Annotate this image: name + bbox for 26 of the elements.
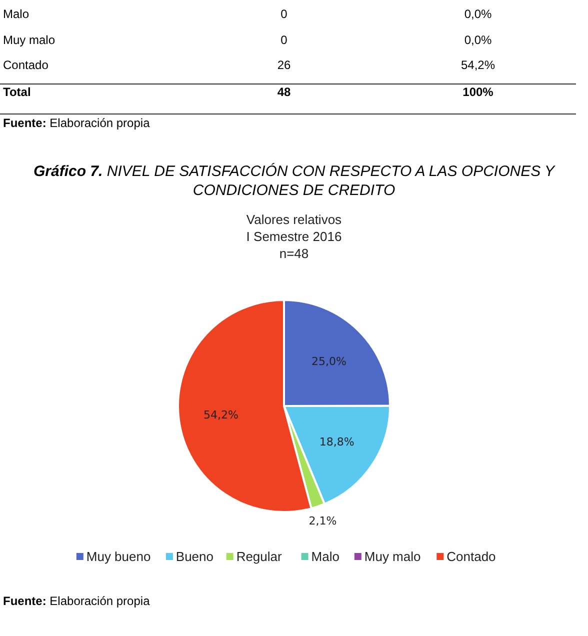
text: Muy malo <box>3 33 56 47</box>
data-label: 25,0% <box>311 354 346 368</box>
text: 26 <box>277 58 291 72</box>
data-label: 54,2% <box>203 408 238 422</box>
legend-label: Malo <box>311 549 340 564</box>
text: 48 <box>277 85 291 99</box>
text: Contado <box>3 58 49 72</box>
text: Malo <box>3 7 30 21</box>
chart-title: Gráfico 7. NIVEL DE SATISFACCIÓN CON RESPECTO A LAS OPCIONES Y CONDICIONES DE CREDITO <box>34 162 556 199</box>
legend-label: Bueno <box>176 549 214 564</box>
legend-label: Muy bueno <box>86 549 151 564</box>
legend-label: Regular <box>236 549 283 564</box>
data-label: 2,1% <box>308 514 337 528</box>
source-note: Fuente: Elaboración propia <box>3 594 150 608</box>
text: 54,2% <box>460 58 496 72</box>
source-note: Fuente: Elaboración propia <box>3 116 150 130</box>
text: Total <box>3 85 31 99</box>
chart-subtitle: Valores relativos I Semestre 2016 n=48 <box>246 212 342 261</box>
text: 0 <box>280 7 288 21</box>
data-label: 18,8% <box>319 435 354 448</box>
text: 100% <box>462 85 494 99</box>
legend-label: Muy malo <box>364 549 421 564</box>
text: 0,0% <box>464 33 492 47</box>
text: 0 <box>280 33 288 47</box>
text: 0,0% <box>464 7 492 21</box>
legend-label: Contado <box>446 549 496 564</box>
